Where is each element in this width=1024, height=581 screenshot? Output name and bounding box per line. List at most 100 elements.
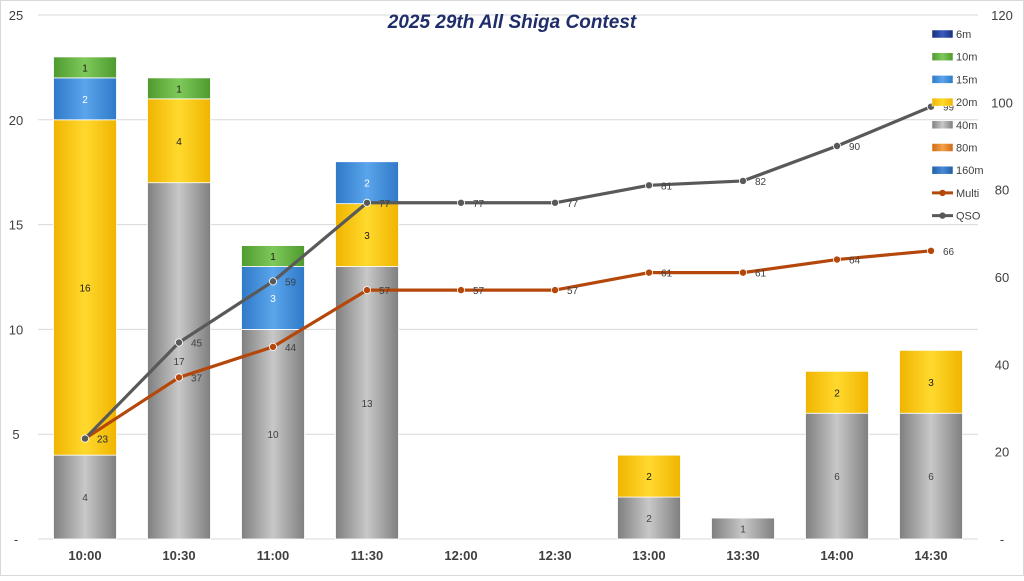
x-tick-label: 12:00 bbox=[444, 548, 477, 563]
point-Multi bbox=[174, 373, 183, 382]
bar-segment-20m bbox=[53, 119, 117, 456]
point-Multi bbox=[739, 268, 748, 277]
point-label-Multi: 23 bbox=[97, 435, 109, 446]
point-label-Multi: 57 bbox=[473, 286, 485, 297]
point-label-Multi: 57 bbox=[567, 286, 579, 297]
point-QSO bbox=[833, 141, 842, 150]
point-QSO bbox=[81, 434, 90, 443]
x-tick-label: 14:00 bbox=[820, 548, 853, 563]
bar-data-label: 1 bbox=[176, 84, 182, 95]
point-label-QSO: 77 bbox=[379, 199, 391, 210]
point-Multi bbox=[551, 286, 560, 295]
y-right-tick-label: 60 bbox=[995, 270, 1009, 285]
bar-data-label: 3 bbox=[364, 231, 370, 242]
y-left-tick-label: 20 bbox=[9, 113, 23, 128]
x-tick-label: 10:30 bbox=[162, 548, 195, 563]
point-label-Multi: 66 bbox=[943, 247, 955, 258]
point-label-QSO: 81 bbox=[661, 181, 673, 192]
point-label-Multi: 57 bbox=[379, 286, 391, 297]
bar-segment-15m bbox=[335, 161, 399, 205]
y-left-tick-label: - bbox=[14, 532, 18, 547]
point-label-Multi: 44 bbox=[285, 343, 297, 354]
legend-label-20m: 20m bbox=[956, 97, 977, 109]
bar-data-label: 1 bbox=[82, 63, 88, 74]
point-label-QSO: 77 bbox=[473, 199, 485, 210]
bar-data-label: 13 bbox=[361, 399, 373, 410]
chart-title: 2025 29th All Shiga Contest bbox=[387, 12, 637, 33]
point-label-QSO: 23 bbox=[97, 435, 109, 446]
y-left-tick-label: 5 bbox=[12, 427, 19, 442]
point-QSO bbox=[551, 198, 560, 207]
legend-swatch-15m bbox=[931, 75, 954, 84]
y-left-tick-label: 25 bbox=[9, 8, 23, 23]
x-tick-label: 11:00 bbox=[257, 548, 290, 563]
legend-swatch-6m bbox=[931, 29, 954, 39]
axes: - 5 10 15 20 25 - 20 40 60 80 100 120 10:00 10:30 11:00… bbox=[9, 8, 1013, 563]
legend-marker-QSO bbox=[939, 212, 946, 219]
point-label-QSO: 99 bbox=[943, 103, 955, 114]
legend-marker-Multi bbox=[939, 189, 946, 197]
bar-data-label: 4 bbox=[82, 493, 88, 504]
point-Multi bbox=[927, 246, 936, 255]
bar-segment-15m bbox=[53, 77, 117, 121]
point-QSO bbox=[268, 277, 277, 286]
bar-data-label: 2 bbox=[646, 514, 652, 525]
bar-segment-40m bbox=[899, 412, 963, 540]
bar-data-label: 16 bbox=[79, 283, 91, 294]
legend-swatch-20m bbox=[931, 97, 954, 107]
bar-data-label: 6 bbox=[834, 472, 840, 483]
point-QSO bbox=[362, 198, 371, 207]
legend-label-160m: 160m bbox=[956, 165, 984, 177]
point-label-Multi: 61 bbox=[755, 269, 767, 280]
x-tick-label: 12:30 bbox=[538, 548, 571, 563]
bar-segment-20m bbox=[805, 370, 869, 414]
legend-swatch-160m bbox=[931, 165, 954, 175]
bar-segment-10m bbox=[53, 56, 117, 79]
line-Multi bbox=[84, 249, 932, 440]
legend-label-6m: 6m bbox=[956, 29, 971, 41]
point-label-Multi: 61 bbox=[661, 269, 673, 280]
point-Multi bbox=[456, 286, 465, 295]
bar-segment-40m bbox=[805, 412, 869, 540]
y-right-tick-label: 20 bbox=[995, 445, 1009, 460]
legend-label-15m: 15m bbox=[956, 74, 977, 86]
point-QSO bbox=[645, 181, 654, 190]
bar-data-label: 2 bbox=[646, 472, 652, 483]
y-left-tick-label: 10 bbox=[9, 322, 23, 337]
x-tick-label: 13:30 bbox=[726, 548, 759, 563]
bar-segment-20m bbox=[617, 454, 681, 498]
point-QSO bbox=[456, 198, 465, 207]
bar-segment-10m bbox=[147, 77, 211, 100]
legend-label-Multi: Multi bbox=[956, 188, 979, 200]
legend-label-QSO: QSO bbox=[956, 211, 981, 223]
bar-segment-40m bbox=[147, 182, 211, 540]
point-label-QSO: 77 bbox=[567, 199, 579, 210]
bar-data-label: 2 bbox=[364, 179, 370, 190]
x-tick-label: 10:00 bbox=[68, 548, 101, 563]
point-label-Multi: 37 bbox=[191, 373, 203, 384]
legend-swatch-40m bbox=[931, 120, 954, 130]
bar-segment-40m bbox=[617, 496, 681, 540]
point-Multi bbox=[268, 342, 277, 351]
legend: 6m 10m 15m 20m 40m 80m 160m Multi QSO bbox=[931, 29, 984, 223]
legend-swatch-80m bbox=[931, 143, 954, 152]
legend-label-10m: 10m bbox=[956, 52, 977, 64]
bar-segment-20m bbox=[147, 98, 211, 184]
point-Multi bbox=[362, 286, 371, 295]
bar-segment-40m bbox=[711, 517, 775, 540]
legend-label-40m: 40m bbox=[956, 120, 977, 132]
y-left-tick-label: 15 bbox=[9, 218, 23, 233]
point-label-QSO: 59 bbox=[285, 277, 297, 288]
point-label-QSO: 82 bbox=[755, 177, 767, 188]
x-tick-label: 11:30 bbox=[351, 548, 384, 563]
x-tick-label: 14:30 bbox=[914, 548, 947, 563]
bar-segment-20m bbox=[899, 349, 963, 414]
bar-data-label: 1 bbox=[740, 525, 746, 536]
y-right-tick-label: 80 bbox=[995, 183, 1009, 198]
point-label-QSO: 45 bbox=[191, 339, 203, 350]
point-Multi bbox=[645, 268, 654, 277]
legend-label-80m: 80m bbox=[956, 143, 977, 155]
